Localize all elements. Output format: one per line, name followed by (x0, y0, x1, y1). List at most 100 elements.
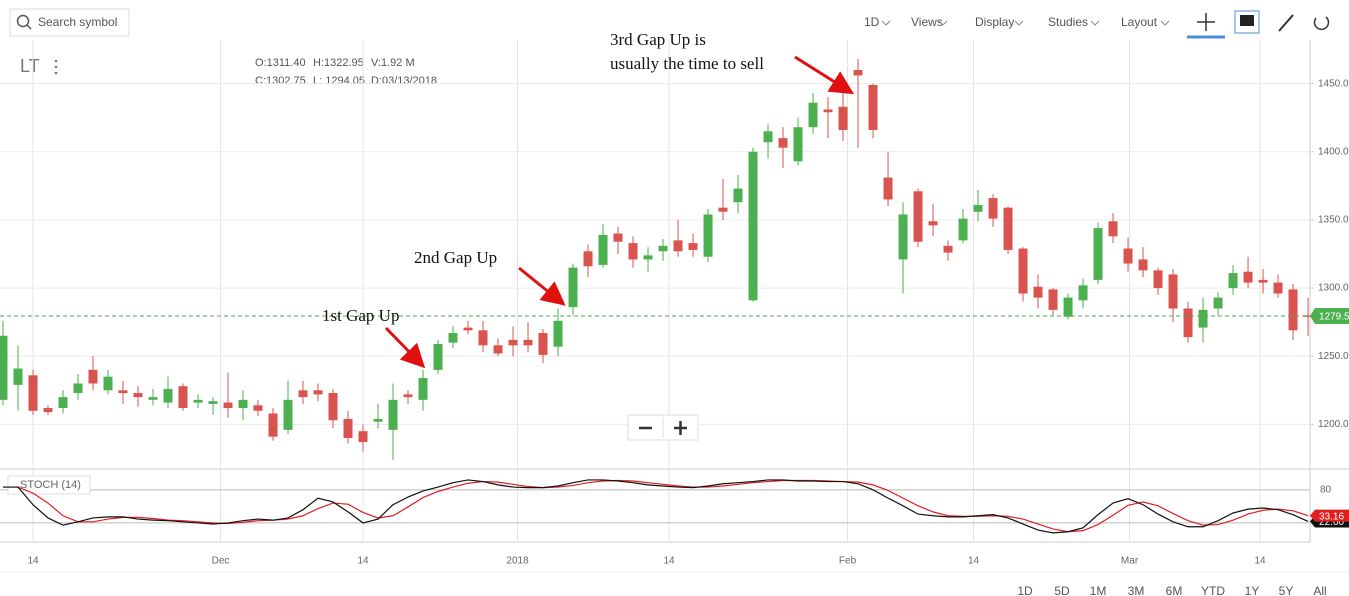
candle-body (223, 402, 233, 409)
range-button[interactable]: 3M (1128, 584, 1145, 596)
ohlc-info: O:1311.40 (255, 57, 306, 69)
toolbar-menu[interactable]: 1D (864, 15, 880, 29)
candle-body (673, 240, 683, 252)
candle-body (868, 84, 878, 130)
search-icon (26, 24, 32, 30)
candle-body (823, 109, 833, 113)
candle-body (1198, 309, 1208, 328)
refresh-icon[interactable] (1313, 16, 1330, 31)
candle-body (1108, 221, 1118, 237)
candle-body (1243, 271, 1253, 283)
candle-body (238, 399, 248, 409)
toolbar-menu[interactable]: Views (911, 15, 943, 29)
candle-body (373, 418, 383, 422)
candle-body (1048, 289, 1058, 310)
candle-body (703, 214, 713, 257)
candle-body (658, 245, 668, 252)
toolbar-menu[interactable]: Layout (1121, 15, 1158, 29)
candle-body (343, 418, 353, 439)
candle-body (1003, 207, 1013, 250)
candle-body (553, 320, 563, 347)
menu-dots[interactable] (54, 71, 58, 75)
toolbar-menu[interactable]: Display (975, 15, 1014, 29)
candle-body (103, 376, 113, 391)
dropdown-caret[interactable] (1160, 20, 1170, 26)
candle-body (928, 221, 938, 226)
candle-body (1228, 273, 1238, 289)
candle-body (193, 399, 203, 403)
dropdown-caret[interactable] (1014, 20, 1024, 26)
x-tick-label: 14 (968, 556, 980, 567)
candle-body (58, 397, 68, 409)
candle-body (328, 393, 338, 421)
menu-dots[interactable] (54, 65, 58, 69)
candle-body (1138, 259, 1148, 271)
range-button[interactable]: 1Y (1245, 584, 1260, 596)
candle-body (13, 368, 23, 385)
candle-body (1093, 228, 1103, 280)
dropdown-caret[interactable] (881, 20, 891, 26)
range-button[interactable]: 1M (1090, 584, 1107, 596)
ohlc-info: L: 1294.05 (313, 75, 365, 87)
y-tick-label: 80 (1320, 484, 1332, 495)
range-button[interactable]: 1D (1017, 584, 1033, 596)
annotation-arrow (794, 55, 855, 95)
toolbar-menu[interactable]: Studies (1048, 15, 1088, 29)
ohlc-info: V:1.92 M (371, 57, 415, 69)
search-box[interactable] (9, 8, 130, 37)
dropdown-caret[interactable] (938, 20, 948, 26)
candle-body (358, 431, 368, 443)
last-price-label: 1279.5 (1319, 312, 1349, 323)
candle-body (748, 151, 758, 301)
candle-body (433, 343, 443, 370)
indicator-badge (1310, 509, 1349, 522)
indicator-line (3, 479, 1309, 534)
search-placeholder[interactable]: Search symbol (38, 15, 117, 29)
candle-body (283, 399, 293, 430)
candle-body (118, 390, 128, 394)
candle-body (493, 345, 503, 354)
candle-body (1288, 289, 1298, 331)
candle-body (853, 69, 863, 76)
comment-icon (1240, 15, 1254, 26)
y-tick-label: 1200.0 (1318, 419, 1349, 430)
candle-body (733, 188, 743, 203)
range-button[interactable]: 5D (1054, 584, 1070, 596)
candle-body (1168, 274, 1178, 309)
candle-body (388, 399, 398, 430)
candle-body (613, 233, 623, 242)
y-tick-label: 1400.0 (1318, 146, 1349, 157)
last-price-badge (1310, 308, 1349, 325)
annotation-arrow (518, 266, 566, 306)
y-tick-label: 1450.0 (1318, 78, 1349, 89)
range-button[interactable]: 6M (1166, 584, 1183, 596)
x-tick-label: Dec (212, 556, 230, 567)
candle-body (1183, 308, 1193, 338)
annotation: 1st Gap Up (322, 306, 399, 325)
candle-body (688, 243, 698, 250)
candle-body (313, 390, 323, 395)
dropdown-caret[interactable] (1090, 20, 1100, 26)
comment-button[interactable] (1234, 10, 1260, 34)
range-button[interactable]: YTD (1201, 584, 1225, 596)
menu-dots[interactable] (54, 59, 58, 63)
range-button[interactable]: 5Y (1279, 584, 1294, 596)
candle-body (988, 198, 998, 219)
candle-body (943, 245, 953, 253)
candle-body (643, 255, 653, 260)
range-button[interactable]: All (1313, 584, 1326, 596)
candle-body (1153, 270, 1163, 289)
candle-body (898, 214, 908, 260)
candle-body (418, 378, 428, 400)
ohlc-info: H:1322.95 (313, 57, 364, 69)
annotation: 3rd Gap Up is (610, 30, 706, 49)
pencil-icon[interactable] (1278, 14, 1294, 32)
indicator-line (3, 479, 1309, 533)
candle-body (0, 335, 8, 400)
x-tick-label: 14 (27, 556, 39, 567)
candle-body (568, 267, 578, 308)
candle-body (478, 330, 488, 346)
candle-body (958, 218, 968, 241)
x-tick-label: 14 (663, 556, 675, 567)
